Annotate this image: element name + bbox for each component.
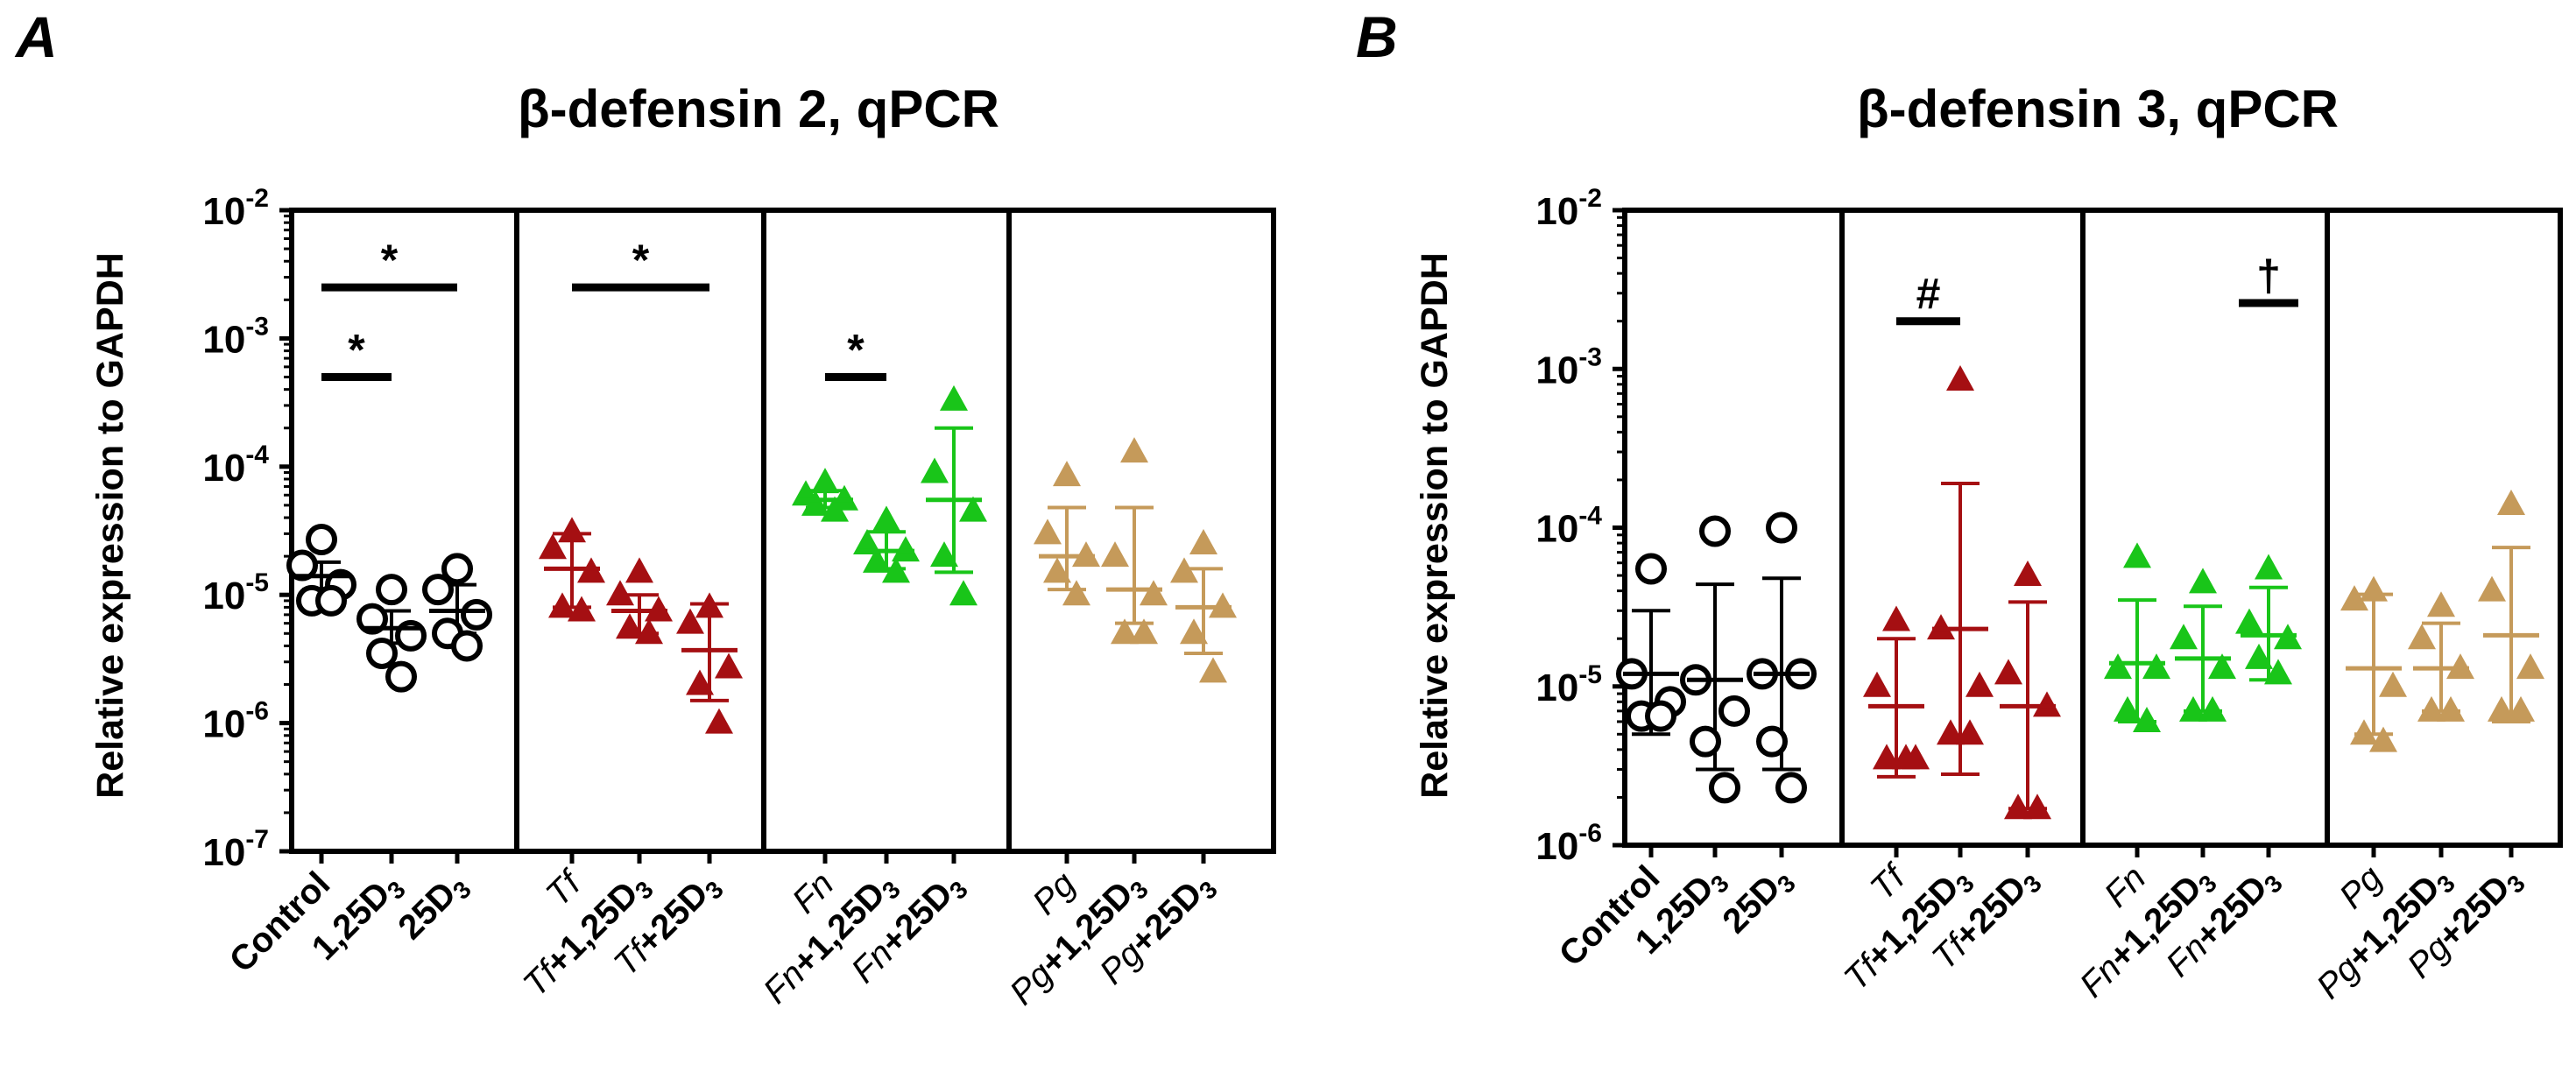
panel-letter-b: B — [1356, 4, 1398, 69]
data-point — [1120, 437, 1148, 462]
y-tick-label: 10-3 — [202, 312, 269, 361]
data-point — [1768, 515, 1795, 541]
data-point — [2235, 609, 2263, 634]
panel-letter-a: A — [14, 4, 58, 69]
data-point — [1648, 703, 1674, 730]
data-point — [2104, 653, 2132, 679]
data-point — [388, 664, 414, 690]
data-point — [921, 457, 949, 483]
data-point — [1189, 529, 1217, 554]
significance-label: † — [2256, 251, 2281, 300]
plot-frame — [292, 210, 1274, 851]
data-point — [2360, 576, 2388, 602]
data-point — [2478, 576, 2506, 602]
data-point — [1702, 518, 1728, 545]
data-point — [318, 588, 344, 614]
data-point — [1946, 365, 1974, 391]
y-tick-label: 10-5 — [202, 568, 269, 617]
data-point — [2255, 554, 2283, 580]
data-point — [2379, 672, 2407, 697]
data-point — [1034, 518, 1062, 544]
chart-title-a: β-defensin 2, qPCR — [518, 80, 999, 138]
data-point — [2014, 561, 2042, 586]
data-point — [454, 632, 480, 659]
y-tick-label: 10-5 — [1535, 660, 1602, 709]
data-point — [2497, 490, 2525, 515]
data-point — [425, 576, 451, 603]
data-point — [1638, 556, 1664, 582]
x-category-label: Control — [222, 864, 338, 980]
data-point — [1966, 672, 1994, 697]
data-point — [872, 505, 900, 531]
data-point — [369, 640, 395, 667]
plot-area-a: 10-210-310-410-510-610-7Control1,25D325D… — [202, 184, 1274, 1016]
significance-label: * — [847, 325, 865, 374]
data-point — [811, 468, 839, 493]
data-point — [1759, 729, 1785, 755]
data-point — [940, 385, 968, 411]
data-point — [625, 557, 653, 582]
data-point — [1101, 541, 1129, 567]
data-point — [715, 652, 743, 678]
data-point — [2427, 591, 2455, 617]
data-point — [308, 526, 335, 553]
data-point — [949, 580, 977, 605]
data-point — [1692, 729, 1719, 755]
chart-title-b: β-defensin 3, qPCR — [1857, 80, 2339, 138]
data-point — [705, 709, 733, 734]
y-tick-label: 10-2 — [202, 184, 269, 233]
y-tick-label: 10-3 — [1535, 342, 1602, 391]
data-point — [2189, 568, 2217, 593]
y-tick-label: 10-4 — [202, 441, 269, 490]
data-point — [1721, 698, 1747, 724]
y-tick-label: 10-6 — [202, 697, 269, 746]
x-category-label: Tf — [539, 863, 590, 914]
significance-label: * — [381, 236, 399, 285]
data-point — [1711, 774, 1738, 801]
y-tick-label: 10-2 — [1535, 184, 1602, 233]
y-axis-label-b: Relative expression to GAPDH — [1414, 252, 1456, 799]
data-point — [378, 576, 405, 603]
data-point — [2142, 653, 2170, 679]
y-tick-label: 10-4 — [1535, 502, 1602, 551]
data-point — [1994, 659, 2022, 684]
significance-label: * — [632, 236, 650, 285]
data-point — [2123, 542, 2151, 568]
data-point — [1140, 580, 1168, 605]
y-tick-label: 10-6 — [1535, 819, 1602, 868]
data-point — [1882, 606, 1910, 631]
data-point — [2516, 653, 2544, 679]
data-point — [558, 517, 586, 542]
data-point — [1053, 461, 1081, 486]
data-point — [463, 602, 490, 628]
data-point — [1863, 672, 1891, 697]
data-point — [606, 580, 634, 605]
data-point — [1199, 657, 1227, 682]
x-category-label: 25D3 — [391, 864, 476, 950]
data-point — [1778, 774, 1804, 801]
y-axis-label-a: Relative expression to GAPDH — [89, 252, 131, 799]
data-point — [2408, 624, 2436, 649]
y-tick-label: 10-7 — [202, 825, 269, 874]
x-category-label: 25D3 — [1715, 858, 1801, 944]
significance-label: * — [348, 325, 365, 374]
significance-label: # — [1916, 270, 1941, 319]
data-point — [2170, 624, 2198, 649]
